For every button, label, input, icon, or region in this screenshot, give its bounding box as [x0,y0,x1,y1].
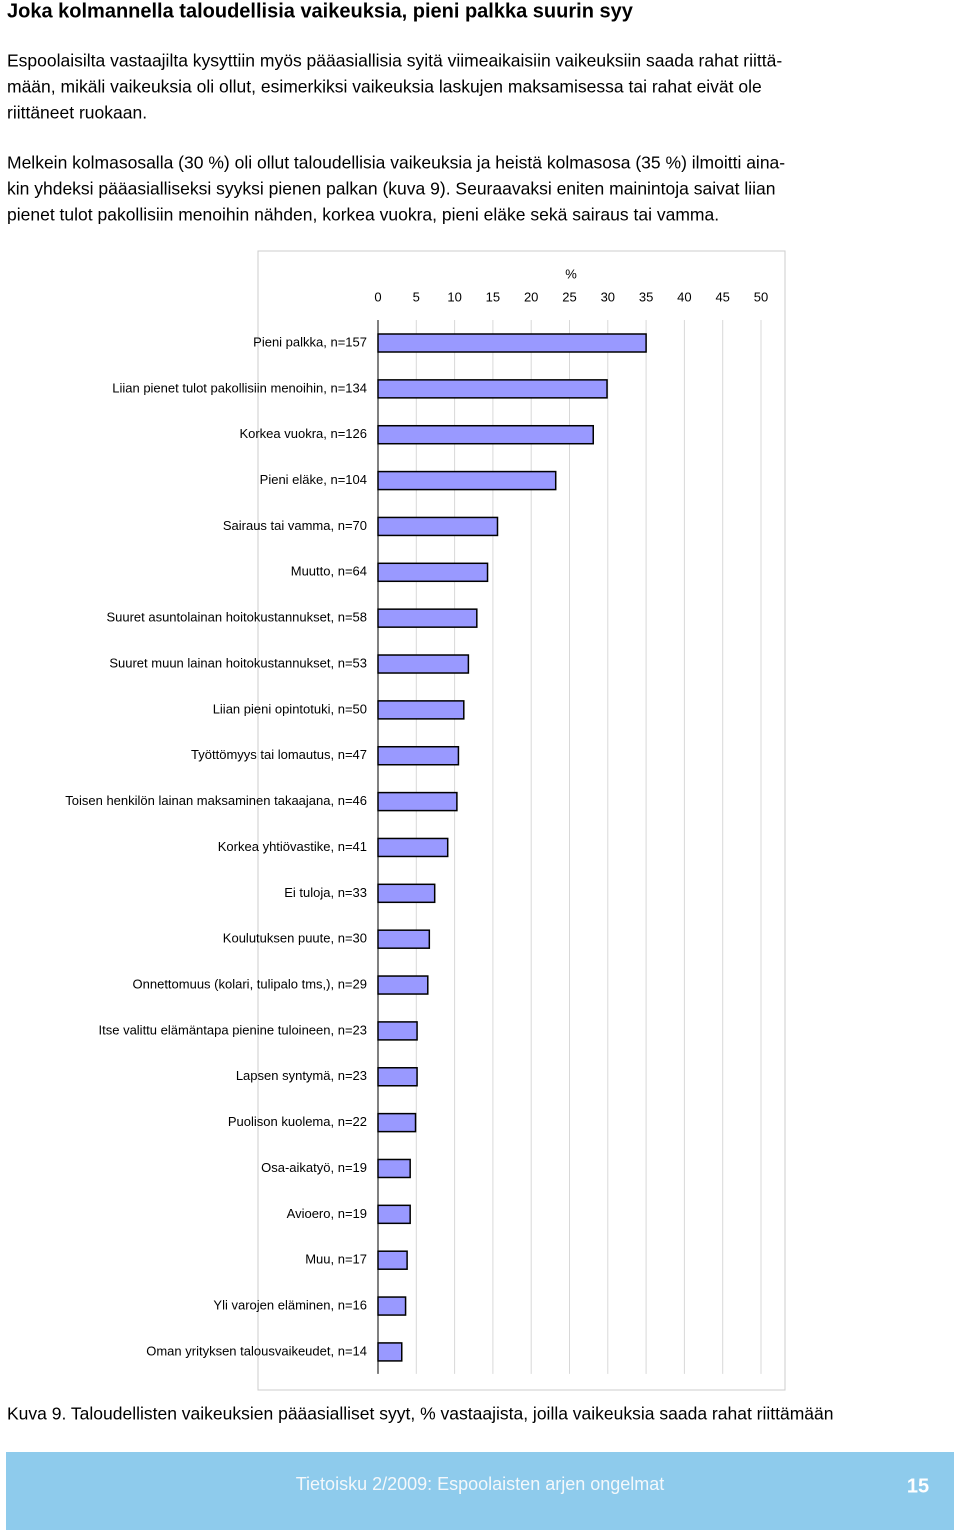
category-label: Yli varojen eläminen, n=16 [213,1297,367,1312]
category-label: Koulutuksen puute, n=30 [223,931,367,946]
category-label: Muutto, n=64 [291,564,367,579]
category-label: Avioero, n=19 [287,1206,367,1221]
bar [377,608,478,628]
category-label: Onnettomuus (kolari, tulipalo tms,), n=2… [133,976,367,991]
page-number: 15 [907,1475,929,1497]
footer-text: Tietoisku 2/2009: Espoolaisten arjen ong… [296,1474,665,1494]
bar [377,791,458,812]
bar [377,1067,418,1087]
bar [377,1342,403,1362]
category-label: Korkea vuokra, n=126 [239,426,367,441]
paragraph-line: kin yhdeksi pääasialliseksi syyksi piene… [7,179,775,199]
footer-band [6,1452,954,1530]
bar [377,929,431,949]
category-label: Lapsen syntymä, n=23 [236,1068,367,1083]
bar [377,654,470,674]
bar [377,700,465,720]
bar [377,745,460,766]
category-label: Pieni palkka, n=157 [253,334,367,349]
caption: Kuva 9. Taloudellisten vaikeuksien pääas… [7,1404,834,1424]
category-label: Itse valittu elämäntapa pienine tuloinee… [99,1022,368,1037]
x-tick-label: 45 [715,289,729,304]
bar [377,516,499,537]
category-label: Ei tuloja, n=33 [284,885,367,900]
category-label: Sairaus tai vamma, n=70 [223,518,367,533]
x-axis-label: % [565,266,577,281]
paragraph-line: Espoolaisilta vastaajilta kysyttiin myös… [7,51,782,71]
bar [377,975,429,995]
category-label: Korkea yhtiövastike, n=41 [218,839,367,854]
x-tick-label: 10 [447,289,461,304]
x-tick-label: 30 [601,289,615,304]
x-tick-label: 40 [677,289,691,304]
category-label: Suuret asuntolainan hoitokustannukset, n… [106,610,367,625]
bar [377,379,608,399]
bar [377,837,449,858]
bar [377,1021,418,1041]
bar [377,562,489,583]
category-label: Oman yrityksen talousvaikeudet, n=14 [146,1343,367,1358]
paragraph-line: riittäneet ruokaan. [7,103,147,123]
x-tick-label: 50 [754,289,768,304]
category-label: Toisen henkilön lainan maksaminen takaaj… [65,793,367,808]
x-tick-label: 35 [639,289,653,304]
category-label: Osa-aikatyö, n=19 [261,1160,367,1175]
x-tick-label: 0 [374,289,381,304]
bar [377,1250,408,1270]
bar [377,1296,407,1316]
x-tick-label: 25 [562,289,576,304]
bar [377,470,557,491]
category-label: Työttömyys tai lomautus, n=47 [191,747,367,762]
x-tick-label: 20 [524,289,538,304]
x-tick-label: 15 [486,289,500,304]
paragraph-line: pienet tulot pakollisiin menoihin nähden… [7,205,719,225]
x-tick-label: 5 [413,289,420,304]
category-label: Pieni eläke, n=104 [260,472,367,487]
paragraph-line: Melkein kolmasosalla (30 %) oli ollut ta… [7,153,785,173]
title: Joka kolmannella taloudellisia vaikeuksi… [7,0,634,22]
bar [377,333,647,353]
category-label: Suuret muun lainan hoitokustannukset, n=… [109,655,367,670]
bar [377,424,594,445]
bar [377,1158,411,1179]
category-label: Muu, n=17 [305,1252,367,1267]
category-label: Puolison kuolema, n=22 [228,1114,367,1129]
bar [377,883,436,904]
paragraph-line: mään, mikäli vaikeuksia oli ollut, esime… [7,77,762,97]
category-label: Liian pienet tulot pakollisiin menoihin,… [112,380,367,395]
category-label: Liian pieni opintotuki, n=50 [213,701,367,716]
bar [377,1112,417,1133]
bar [377,1204,411,1225]
